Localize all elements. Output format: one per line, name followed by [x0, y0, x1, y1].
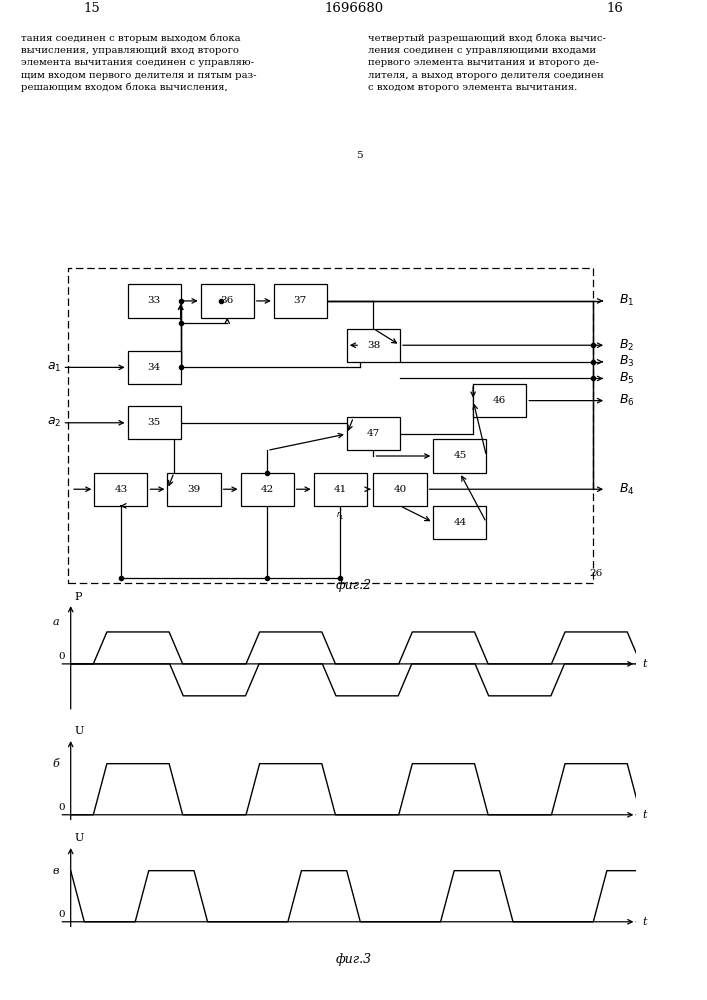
- Text: 0: 0: [59, 652, 65, 661]
- Text: $a_2$: $a_2$: [47, 416, 61, 429]
- Text: 36: 36: [221, 296, 234, 305]
- Text: U: U: [74, 833, 83, 843]
- Bar: [373, 473, 426, 506]
- Text: фиг.2: фиг.2: [335, 579, 372, 592]
- Bar: [127, 351, 181, 384]
- Text: $a_1$: $a_1$: [47, 361, 61, 374]
- Text: тания соединен с вторым выходом блока
вычисления, управляющий вход второго
элеме: тания соединен с вторым выходом блока вы…: [21, 34, 257, 92]
- Text: 44: 44: [453, 518, 467, 527]
- Text: 0: 0: [59, 803, 65, 812]
- Bar: [433, 439, 486, 473]
- Text: U: U: [74, 726, 83, 736]
- Text: 40: 40: [393, 485, 407, 494]
- Bar: [314, 473, 367, 506]
- Text: фиг.3: фиг.3: [335, 954, 372, 966]
- Text: $B_2$: $B_2$: [619, 338, 634, 353]
- Text: 0: 0: [59, 910, 65, 919]
- Bar: [433, 506, 486, 539]
- Text: $r_1^i$: $r_1^i$: [337, 507, 344, 522]
- Text: 5: 5: [356, 151, 363, 160]
- Text: 47: 47: [367, 429, 380, 438]
- Text: $B_5$: $B_5$: [619, 371, 635, 386]
- Text: 42: 42: [260, 485, 274, 494]
- Text: 43: 43: [115, 485, 127, 494]
- Text: P: P: [74, 592, 81, 602]
- Text: $B_1$: $B_1$: [619, 293, 635, 308]
- Bar: [347, 417, 400, 450]
- Text: a: a: [53, 617, 59, 627]
- Text: 35: 35: [148, 418, 160, 427]
- Bar: [274, 284, 327, 318]
- Text: 41: 41: [334, 485, 347, 494]
- Text: четвертый разрешающий вход блока вычис-
ления соединен с управляющими входами
пе: четвертый разрешающий вход блока вычис- …: [368, 34, 605, 92]
- Text: 1696680: 1696680: [324, 2, 383, 15]
- Text: t: t: [642, 810, 646, 820]
- Text: 33: 33: [148, 296, 160, 305]
- Bar: [201, 284, 254, 318]
- Bar: [68, 268, 592, 583]
- Text: б: б: [52, 759, 59, 769]
- Text: 16: 16: [607, 2, 624, 15]
- Bar: [94, 473, 148, 506]
- Bar: [168, 473, 221, 506]
- Text: $B_6$: $B_6$: [619, 393, 635, 408]
- Bar: [240, 473, 293, 506]
- Text: $B_4$: $B_4$: [619, 482, 635, 497]
- Bar: [127, 406, 181, 439]
- Text: 15: 15: [83, 2, 100, 15]
- Bar: [347, 329, 400, 362]
- Text: t: t: [642, 917, 646, 927]
- Text: 34: 34: [148, 363, 160, 372]
- Text: 39: 39: [187, 485, 201, 494]
- Text: 46: 46: [493, 396, 506, 405]
- Text: 38: 38: [367, 341, 380, 350]
- Text: $B_3$: $B_3$: [619, 354, 635, 369]
- Text: t: t: [642, 659, 646, 669]
- Text: 26: 26: [590, 569, 602, 578]
- Bar: [473, 384, 526, 417]
- Text: в: в: [53, 866, 59, 876]
- Text: 45: 45: [453, 452, 467, 460]
- Text: 37: 37: [293, 296, 307, 305]
- Bar: [127, 284, 181, 318]
